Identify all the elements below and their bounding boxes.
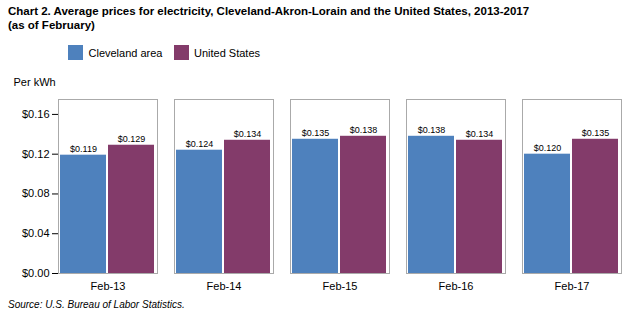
svg-text:Per kWh: Per kWh bbox=[14, 76, 56, 88]
svg-text:$0.120: $0.120 bbox=[534, 143, 562, 153]
svg-text:$0.08: $0.08 bbox=[22, 187, 50, 199]
svg-text:$0.138: $0.138 bbox=[418, 125, 446, 135]
svg-text:Feb-15: Feb-15 bbox=[323, 280, 358, 292]
svg-text:$0.00: $0.00 bbox=[22, 267, 50, 279]
svg-text:Feb-13: Feb-13 bbox=[91, 280, 126, 292]
svg-text:$0.12: $0.12 bbox=[22, 147, 50, 159]
svg-text:$0.119: $0.119 bbox=[70, 144, 97, 154]
svg-text:$0.135: $0.135 bbox=[302, 128, 330, 138]
svg-text:$0.129: $0.129 bbox=[118, 134, 146, 144]
svg-text:Feb-17: Feb-17 bbox=[555, 280, 590, 292]
svg-text:$0.134: $0.134 bbox=[234, 129, 262, 139]
html-text:(as of February): (as of February) bbox=[8, 19, 95, 31]
svg-text:$0.135: $0.135 bbox=[582, 128, 610, 138]
html-text:Cleveland area: Cleveland area bbox=[88, 46, 163, 59]
html-text:Chart 2. Average prices for el: Chart 2. Average prices for electricity,… bbox=[8, 5, 530, 17]
svg-text:$0.134: $0.134 bbox=[466, 129, 494, 139]
svg-text:$0.124: $0.124 bbox=[186, 139, 214, 149]
html-text:United States: United States bbox=[194, 46, 260, 59]
svg-text:Feb-14: Feb-14 bbox=[207, 280, 242, 292]
svg-text:$0.16: $0.16 bbox=[22, 107, 50, 119]
html-text:Source: U.S. Bureau of Labor S: Source: U.S. Bureau of Labor Statistics. bbox=[8, 298, 185, 310]
svg-text:Feb-16: Feb-16 bbox=[439, 280, 474, 292]
svg-text:$0.04: $0.04 bbox=[22, 227, 50, 239]
svg-text:$0.138: $0.138 bbox=[350, 125, 378, 135]
